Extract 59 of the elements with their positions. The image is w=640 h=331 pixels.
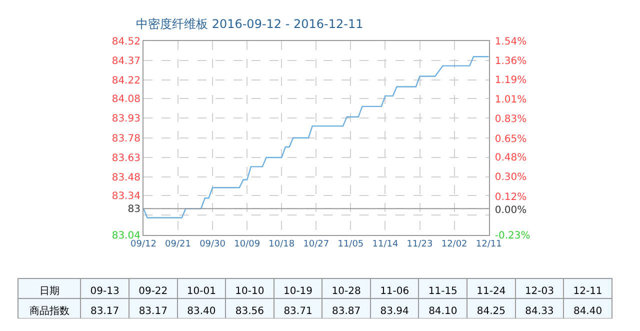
line-series <box>143 56 489 218</box>
data-label: 83.87 <box>332 306 361 317</box>
category-label: 11-06 <box>380 286 410 297</box>
x-tick-label: 12/02 <box>441 240 468 250</box>
y2-tick-label: 0.48% <box>494 152 527 164</box>
category-label: 09-22 <box>138 286 168 297</box>
y2-tick-label: 1.19% <box>494 74 527 86</box>
data-label: 84.10 <box>428 306 458 317</box>
category-label: 12-03 <box>524 286 554 297</box>
category-label: 日期 <box>39 286 60 297</box>
x-tick-label: 11/05 <box>338 240 364 250</box>
y-tick-label: 83.63 <box>112 153 140 164</box>
data-label: 84.40 <box>573 306 602 317</box>
chart-title: 中密度纤维板 2016-09-12 - 2016-12-11 <box>136 17 364 32</box>
category-label: 12-11 <box>573 286 602 297</box>
category-label: 09-13 <box>90 286 120 297</box>
y-tick-label: 83.48 <box>112 172 140 184</box>
data-label: 83.71 <box>284 306 312 317</box>
y2-tick-label: 1.01% <box>494 94 527 106</box>
category-label: 11-15 <box>428 286 458 297</box>
category-label: 10-28 <box>332 286 361 297</box>
data-label: 83.94 <box>380 306 409 317</box>
x-tick-label: 12/11 <box>476 240 502 250</box>
category-label: 10-10 <box>235 286 264 297</box>
category-label: 10-19 <box>283 286 313 297</box>
y2-tick-label: 1.54% <box>494 36 527 48</box>
x-tick-label: 11/23 <box>406 240 433 250</box>
y2-tick-label: -0.23% <box>494 230 530 242</box>
y-tick-label: 84.08 <box>112 94 140 106</box>
x-tick-label: 10/18 <box>268 240 295 250</box>
data-label: 83.17 <box>90 306 120 317</box>
y-tick-label: 84.22 <box>112 76 140 87</box>
y2-tick-label: 0.00% <box>494 205 527 216</box>
x-tick-label: 10/27 <box>303 240 330 250</box>
y-tick-label: 83.34 <box>112 190 140 202</box>
y-tick-label: 83 <box>128 204 140 216</box>
y2-tick-label: 0.30% <box>494 172 527 184</box>
x-tick-label: 11/14 <box>372 240 398 250</box>
y-tick-label: 83.04 <box>112 230 140 242</box>
x-tick-label: 09/30 <box>200 240 226 250</box>
category-label: 11-24 <box>476 286 506 297</box>
y2-tick-label: 0.12% <box>494 192 527 203</box>
x-tick-label: 09/21 <box>165 240 191 250</box>
data-label: 83.40 <box>187 306 216 317</box>
category-label: 商品指数 <box>29 306 70 317</box>
y-tick-label: 83.78 <box>112 133 140 144</box>
y-tick-label: 84.37 <box>112 56 140 68</box>
y-tick-label: 83.93 <box>112 114 140 125</box>
data-label: 83.17 <box>138 306 168 317</box>
y2-tick-label: 0.83% <box>494 114 527 126</box>
data-label: 84.33 <box>525 306 554 317</box>
data-label: 84.25 <box>476 306 506 317</box>
x-tick-label: 10/09 <box>234 240 260 250</box>
y2-tick-label: 0.65% <box>494 134 527 145</box>
category-label: 10-01 <box>186 286 216 297</box>
y2-tick-label: 1.36% <box>494 56 527 68</box>
x-tick-label: 09/12 <box>130 240 156 250</box>
data-label: 83.56 <box>235 306 264 317</box>
y-tick-label: 84.52 <box>112 36 140 48</box>
